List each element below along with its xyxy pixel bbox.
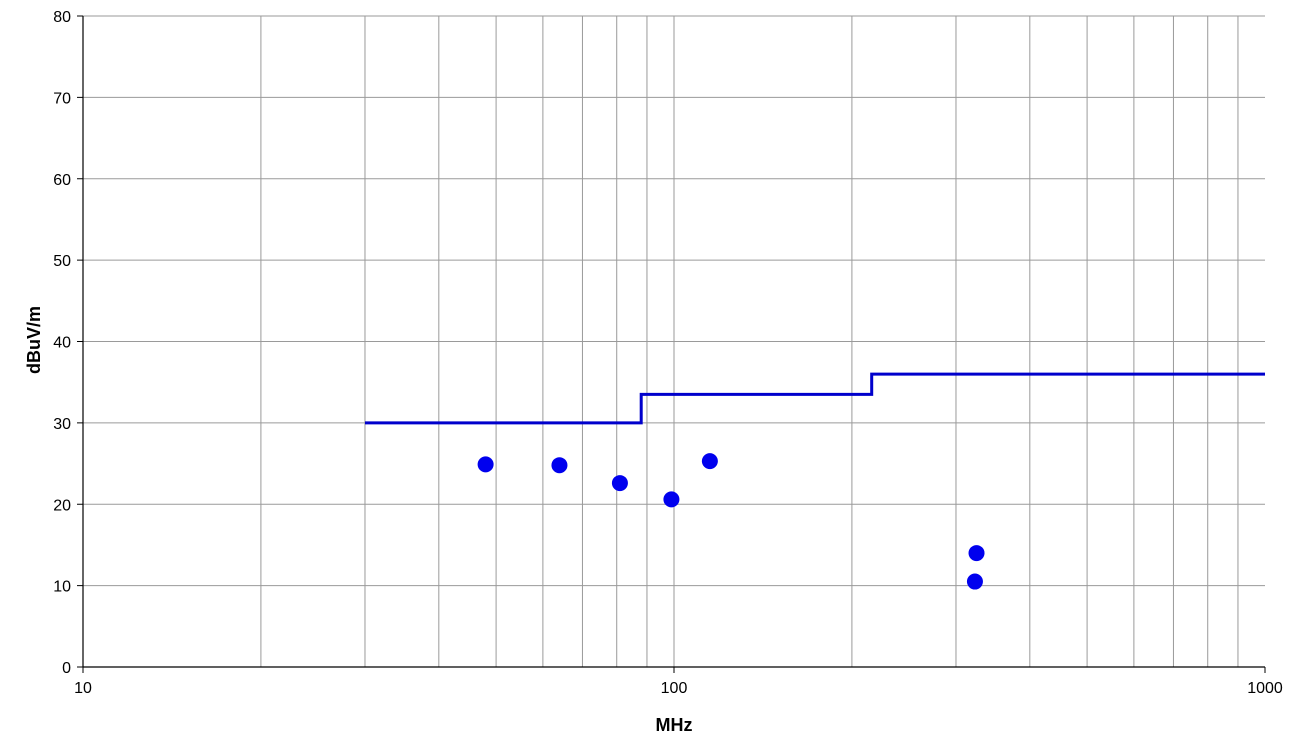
limit-line <box>365 372 1265 425</box>
x-tick-label: 100 <box>661 680 688 697</box>
data-point <box>968 545 985 562</box>
series <box>365 372 1265 590</box>
y-tick-label: 10 <box>53 579 71 596</box>
axes <box>77 15 1266 673</box>
y-tick-label: 0 <box>62 660 71 677</box>
y-axis-title: dBuV/m <box>24 306 44 374</box>
y-tick-label: 30 <box>53 416 71 433</box>
x-tick-label: 10 <box>74 680 92 697</box>
data-point <box>477 456 494 473</box>
y-tick-label: 20 <box>53 497 71 514</box>
y-tick-label: 80 <box>53 9 71 26</box>
y-tick-label: 40 <box>53 335 71 352</box>
data-point <box>966 573 983 590</box>
data-point <box>611 475 628 492</box>
y-tick-label: 60 <box>53 172 71 189</box>
y-tick-label: 70 <box>53 90 71 107</box>
y-tick-label: 50 <box>53 253 71 270</box>
data-point <box>551 457 568 474</box>
x-tick-label: 1000 <box>1247 680 1283 697</box>
data-point <box>663 491 680 508</box>
data-point <box>701 453 718 470</box>
grid <box>83 15 1265 667</box>
x-axis-title: MHz <box>656 715 693 735</box>
